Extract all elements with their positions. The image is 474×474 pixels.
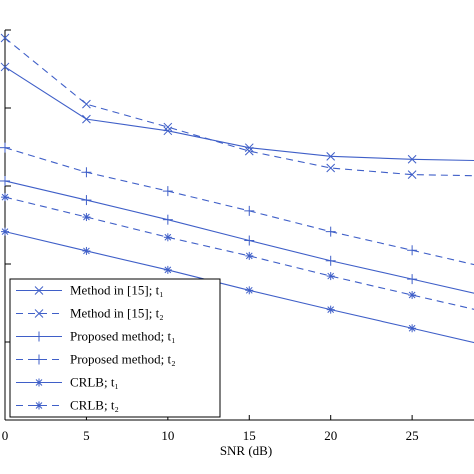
marker	[34, 309, 44, 318]
marker-stroke	[82, 114, 91, 124]
marker-stroke	[83, 213, 90, 221]
x-tick-label: 10	[161, 428, 174, 443]
x-tick-label: 25	[406, 428, 419, 443]
marker-stroke	[0, 62, 10, 72]
series-line	[4, 66, 474, 162]
marker-stroke	[408, 291, 416, 299]
marker-stroke	[82, 99, 91, 109]
marker-stroke	[164, 233, 172, 241]
marker-stroke	[1, 193, 9, 201]
marker	[325, 255, 336, 266]
marker	[326, 272, 335, 281]
marker	[1, 227, 9, 236]
marker-stroke	[244, 146, 254, 156]
marker	[0, 62, 10, 72]
marker-stroke	[407, 170, 417, 179]
marker	[82, 246, 91, 255]
marker	[162, 186, 173, 197]
marker-stroke	[245, 286, 253, 294]
marker-stroke	[327, 272, 335, 280]
marker	[163, 233, 172, 242]
marker	[35, 378, 43, 387]
marker-stroke	[0, 33, 10, 43]
marker-stroke	[408, 324, 416, 332]
marker	[326, 305, 335, 314]
marker	[325, 226, 336, 237]
x-tick-label: 15	[243, 428, 256, 443]
marker	[407, 245, 418, 256]
marker	[326, 151, 336, 161]
marker-stroke	[326, 163, 336, 173]
marker	[407, 170, 417, 179]
marker	[163, 265, 172, 274]
legend-label: Method in [15]; t₁	[70, 282, 164, 297]
x-tick-label: 20	[324, 428, 337, 443]
marker	[35, 401, 43, 410]
marker	[163, 122, 173, 132]
legend-label: CRLB; t₁	[70, 374, 119, 389]
legend-label: Proposed method; t₂	[70, 351, 176, 366]
marker	[162, 214, 173, 225]
marker	[34, 286, 44, 295]
marker-stroke	[35, 379, 43, 386]
series-line	[4, 147, 474, 266]
legend-box	[9, 278, 221, 418]
series-line	[4, 37, 474, 177]
x-axis-label: SNR (dB)	[220, 443, 272, 458]
legend-label: Method in [15]; t₂	[70, 305, 164, 320]
marker	[408, 324, 417, 333]
marker	[0, 142, 10, 153]
marker	[326, 163, 336, 173]
marker	[34, 354, 44, 365]
marker-stroke	[326, 151, 336, 161]
marker	[407, 154, 417, 164]
marker-stroke	[1, 228, 9, 235]
x-tick-label: 0	[2, 428, 9, 443]
marker-stroke	[245, 252, 253, 260]
marker	[244, 235, 255, 246]
marker-stroke	[34, 309, 44, 318]
marker-stroke	[34, 286, 44, 295]
marker	[407, 274, 418, 285]
marker	[82, 213, 91, 222]
marker	[1, 193, 9, 202]
marker	[0, 175, 10, 186]
marker	[244, 205, 255, 216]
marker	[244, 143, 254, 153]
marker	[34, 331, 44, 342]
legend-label: CRLB; t₂	[70, 397, 119, 412]
marker	[245, 286, 254, 295]
marker-stroke	[163, 122, 173, 132]
marker	[82, 114, 91, 124]
marker	[82, 99, 91, 109]
marker	[408, 291, 417, 300]
marker-stroke	[35, 402, 43, 409]
marker	[81, 195, 92, 206]
marker	[0, 33, 10, 43]
x-tick-label: 5	[83, 428, 90, 443]
marker	[81, 167, 92, 178]
marker-stroke	[83, 247, 90, 255]
marker-stroke	[327, 306, 335, 313]
plot-area	[0, 33, 474, 344]
marker	[244, 146, 254, 156]
marker-stroke	[407, 154, 417, 164]
marker-stroke	[164, 266, 172, 274]
marker	[245, 251, 254, 260]
marker-stroke	[244, 143, 254, 153]
legend-label: Proposed method; t₁	[70, 328, 176, 343]
